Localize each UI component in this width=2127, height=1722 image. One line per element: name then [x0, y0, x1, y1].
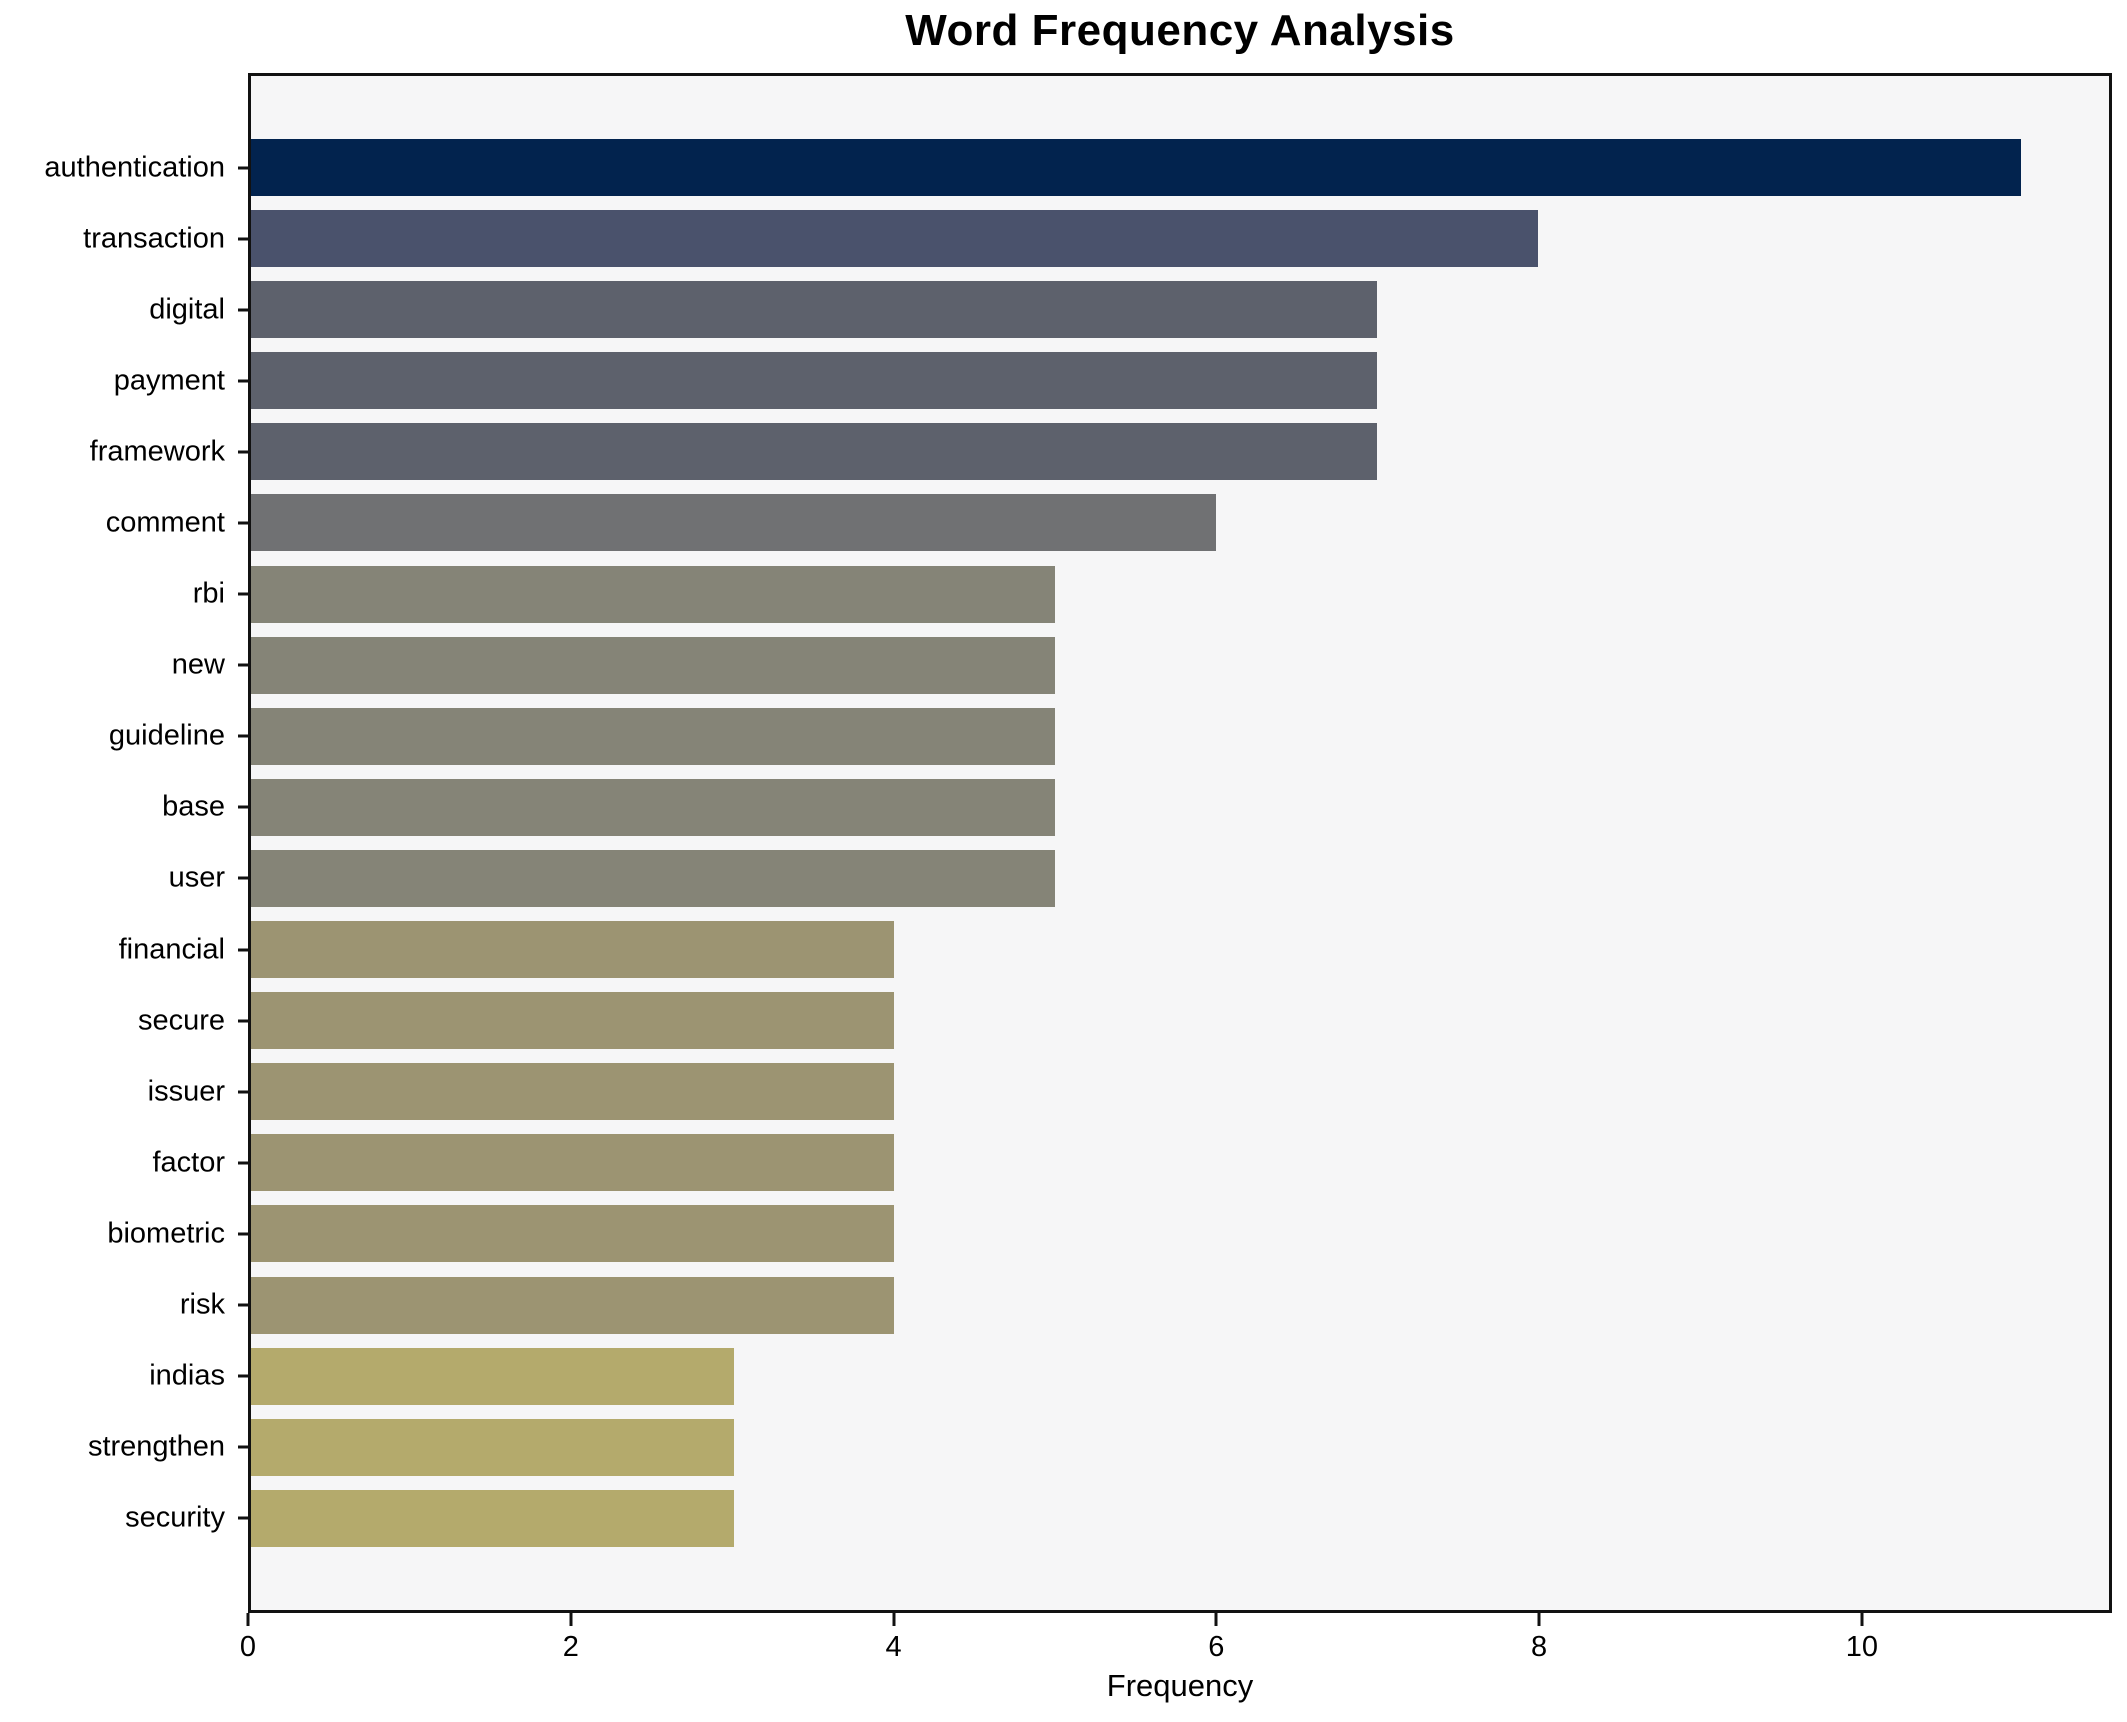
- bar-row: framework: [90, 423, 2109, 481]
- bar-row: transaction: [83, 210, 2109, 268]
- x-tick-label: 8: [1531, 1631, 1548, 1663]
- y-axis-label: digital: [149, 293, 225, 326]
- y-tick-mark: [238, 1090, 248, 1094]
- x-tick-mark: [246, 1613, 250, 1626]
- y-tick-mark: [238, 1516, 248, 1520]
- bar: [251, 921, 895, 979]
- y-axis-label: rbi: [192, 577, 225, 610]
- y-axis-label: payment: [113, 364, 225, 397]
- y-tick-mark: [238, 521, 248, 525]
- x-tick-mark: [569, 1613, 573, 1626]
- y-tick-mark: [238, 663, 248, 667]
- x-tick-mark: [1537, 1613, 1541, 1626]
- bar: [251, 352, 1378, 410]
- bar-row: new: [172, 636, 2109, 694]
- bar-rows: authentication transaction digital payment f…: [44, 76, 2109, 1610]
- bar-row: authentication: [44, 139, 2109, 196]
- x-tick-label: 10: [1845, 1631, 1878, 1663]
- bar: [251, 1205, 895, 1263]
- bar-row: user: [169, 849, 2109, 907]
- bar: [251, 494, 1217, 552]
- bar-row: guideline: [109, 707, 2109, 765]
- y-axis-label: factor: [152, 1146, 225, 1179]
- y-axis-label: financial: [118, 933, 225, 966]
- bar: [251, 1489, 734, 1547]
- y-tick-mark: [238, 1303, 248, 1307]
- y-tick-mark: [238, 592, 248, 596]
- y-axis-label: risk: [179, 1288, 225, 1321]
- bar: [251, 565, 1056, 623]
- bar: [251, 778, 1056, 836]
- x-tick-mark: [892, 1613, 896, 1626]
- y-tick-mark: [238, 734, 248, 738]
- y-tick-mark: [238, 166, 248, 169]
- bar: [251, 636, 1056, 694]
- bar: [251, 210, 1538, 268]
- bar: [251, 1418, 734, 1476]
- bar-row: secure: [138, 992, 2109, 1050]
- y-axis-label: comment: [105, 506, 225, 539]
- y-axis-label: base: [162, 790, 225, 823]
- x-tick-mark: [1860, 1613, 1864, 1626]
- y-axis-label: guideline: [108, 719, 225, 752]
- y-axis-label: secure: [137, 1004, 225, 1037]
- y-tick-mark: [238, 1445, 248, 1449]
- bar-row: rbi: [193, 565, 2109, 623]
- chart-title: Word Frequency Analysis: [905, 6, 1455, 55]
- bar: [251, 281, 1378, 339]
- bar-row: comment: [106, 494, 2109, 552]
- y-axis-label: biometric: [107, 1217, 225, 1250]
- bar-row: indias: [149, 1347, 2109, 1405]
- y-axis-label: issuer: [147, 1075, 225, 1108]
- bar-row: payment: [114, 352, 2109, 410]
- bar-row: biometric: [107, 1205, 2109, 1263]
- bar-row: factor: [152, 1134, 2109, 1192]
- bar: [251, 1276, 895, 1334]
- y-tick-mark: [238, 805, 248, 809]
- x-tick-label: 6: [1208, 1631, 1225, 1663]
- x-axis: 0 2 4 6 8 10: [240, 1613, 2112, 1693]
- y-tick-mark: [238, 237, 248, 241]
- x-tick-label: 4: [885, 1631, 902, 1663]
- bar: [251, 423, 1378, 481]
- y-tick-mark: [238, 308, 248, 312]
- y-axis-label: strengthen: [87, 1430, 225, 1463]
- bar: [251, 1134, 895, 1192]
- bar: [251, 707, 1056, 765]
- bar: [251, 849, 1056, 907]
- y-tick-mark: [238, 1232, 248, 1236]
- y-axis-label: user: [168, 861, 225, 894]
- bar-row: security: [125, 1489, 2109, 1547]
- y-tick-mark: [238, 876, 248, 880]
- x-axis-title: Frequency: [1106, 1668, 1254, 1703]
- x-tick-label: 0: [239, 1631, 257, 1663]
- plot-area: authentication transaction digital payment f…: [44, 73, 2112, 1613]
- y-axis-label: security: [125, 1501, 225, 1534]
- y-axis-label: framework: [89, 435, 225, 468]
- y-tick-mark: [238, 948, 248, 952]
- y-axis-label: authentication: [44, 151, 225, 183]
- y-tick-mark: [238, 450, 248, 454]
- y-tick-mark: [238, 1161, 248, 1165]
- bar-row: digital: [149, 281, 2109, 339]
- y-tick-mark: [238, 1019, 248, 1023]
- bar-row: risk: [180, 1276, 2109, 1334]
- y-axis-label: new: [171, 648, 225, 681]
- bar-row: issuer: [148, 1063, 2109, 1121]
- bar-row: financial: [119, 921, 2109, 979]
- bar: [251, 992, 895, 1050]
- bar-row: strengthen: [88, 1418, 2109, 1476]
- bar: [251, 1347, 734, 1405]
- y-tick-mark: [238, 379, 248, 383]
- bar-row: base: [162, 778, 2109, 836]
- x-tick-label: 2: [562, 1631, 579, 1663]
- y-axis-label: transaction: [83, 222, 225, 255]
- bar: [251, 139, 2021, 196]
- y-tick-mark: [238, 1374, 248, 1378]
- bar: [251, 1063, 895, 1121]
- x-tick-mark: [1214, 1613, 1218, 1626]
- y-axis-label: indias: [149, 1359, 225, 1392]
